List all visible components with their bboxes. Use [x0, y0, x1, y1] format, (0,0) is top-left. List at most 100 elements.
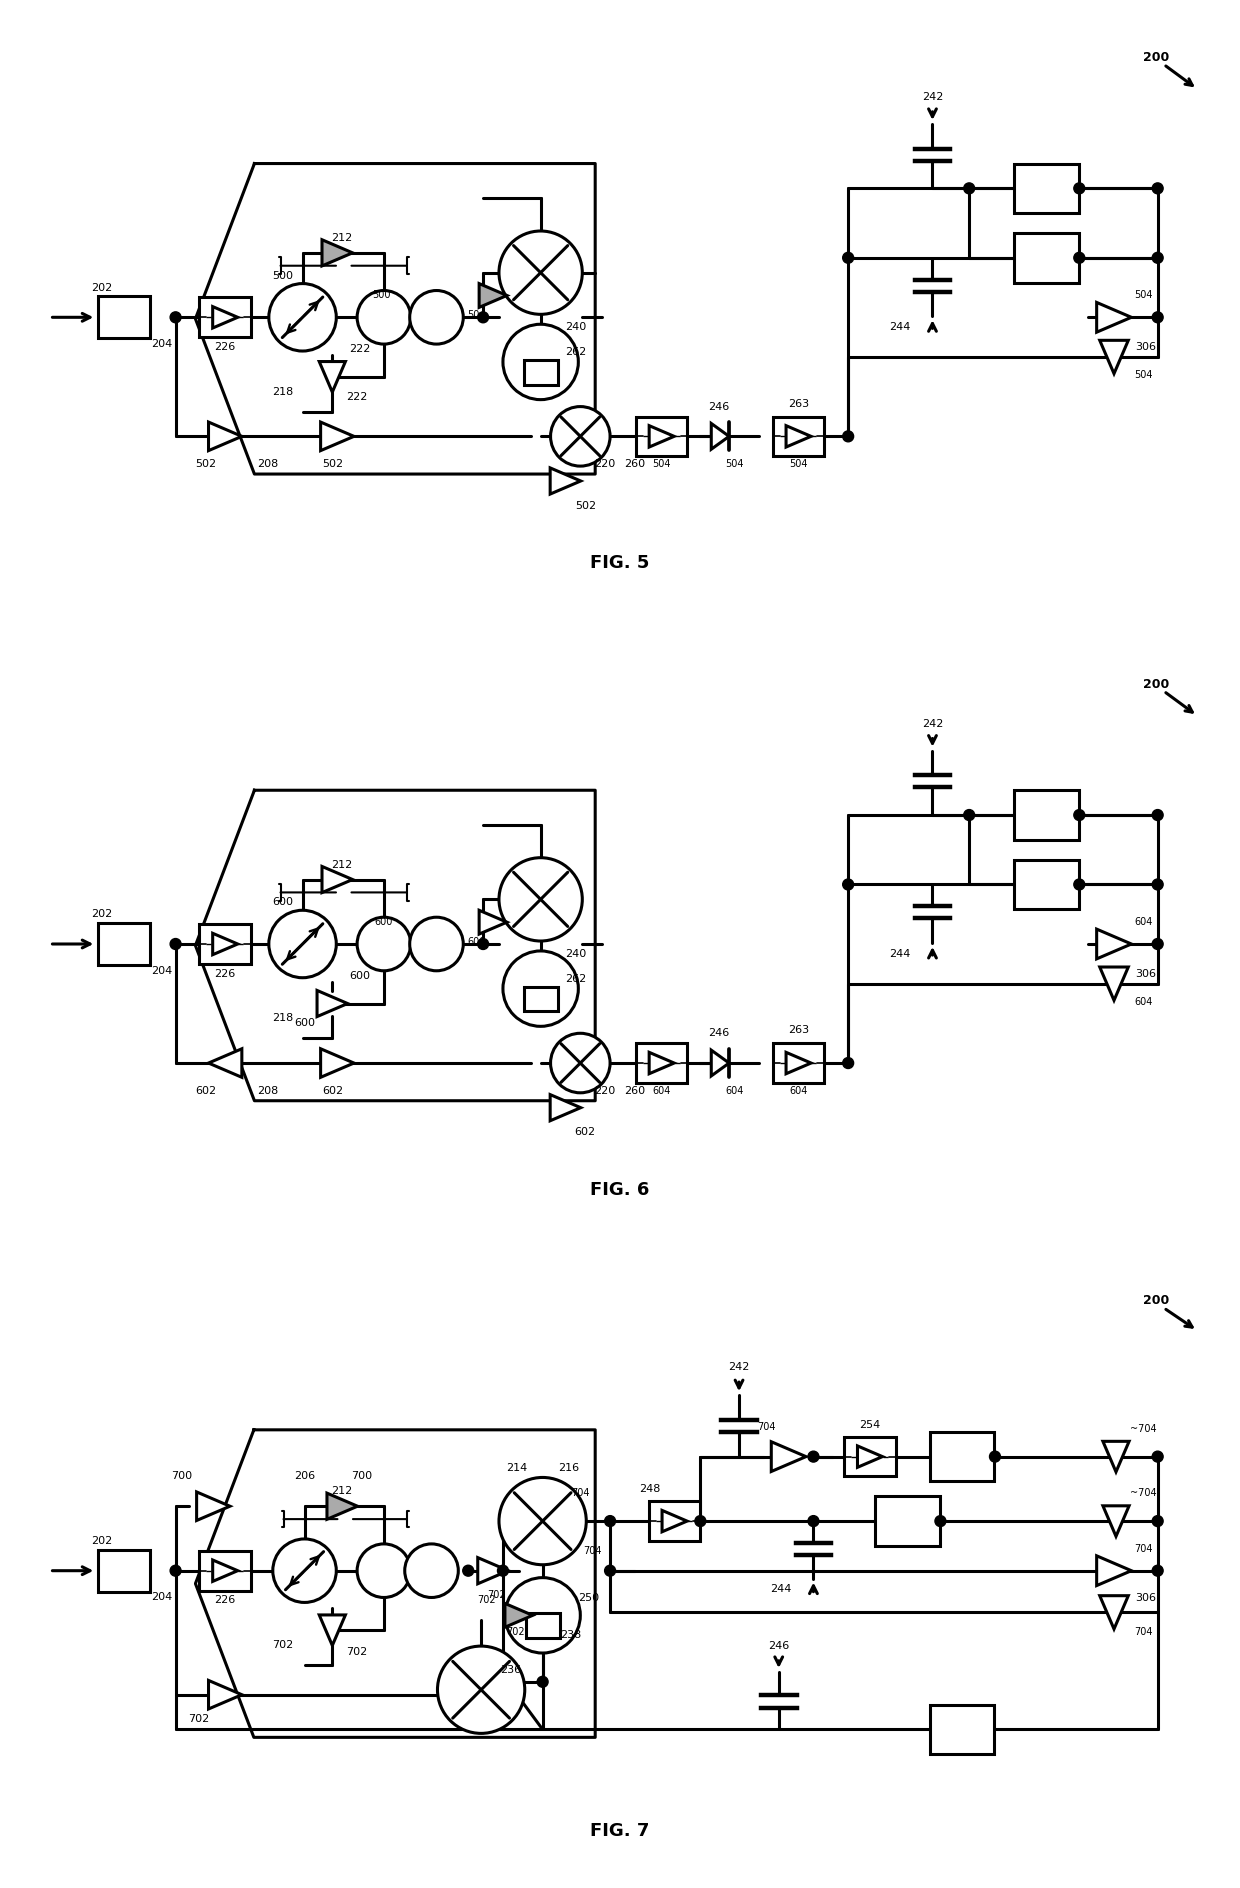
- Bar: [200, 298, 250, 338]
- Circle shape: [477, 938, 489, 950]
- Text: 254: 254: [859, 1420, 880, 1429]
- Circle shape: [1074, 253, 1085, 262]
- Text: 244: 244: [770, 1584, 791, 1593]
- Polygon shape: [786, 425, 811, 447]
- Polygon shape: [712, 1050, 729, 1076]
- Text: 212: 212: [331, 232, 353, 244]
- Text: 604: 604: [652, 1086, 671, 1095]
- Text: 704: 704: [583, 1546, 601, 1556]
- Text: 704: 704: [572, 1488, 589, 1499]
- Text: 602: 602: [321, 1086, 343, 1095]
- Circle shape: [843, 1057, 853, 1069]
- Text: 306: 306: [1136, 969, 1156, 978]
- Bar: [930, 1431, 994, 1482]
- Bar: [526, 1614, 559, 1639]
- Text: 200: 200: [1142, 51, 1169, 64]
- Text: 242: 242: [921, 719, 944, 729]
- Text: 222: 222: [346, 391, 368, 402]
- Circle shape: [1152, 312, 1163, 323]
- Circle shape: [170, 1565, 181, 1576]
- Circle shape: [843, 253, 853, 262]
- Text: 244: 244: [889, 323, 910, 332]
- Text: 702: 702: [187, 1714, 210, 1724]
- Text: 604: 604: [725, 1086, 743, 1095]
- Polygon shape: [1100, 1595, 1128, 1629]
- Text: 600: 600: [350, 970, 371, 980]
- Circle shape: [409, 291, 464, 344]
- Text: 504: 504: [1135, 370, 1153, 379]
- Text: 600: 600: [374, 918, 393, 927]
- Text: 602: 602: [195, 1086, 216, 1095]
- Text: 202: 202: [92, 1537, 113, 1546]
- Text: 204: 204: [151, 967, 172, 976]
- Text: 702: 702: [506, 1627, 526, 1637]
- Circle shape: [273, 1539, 336, 1603]
- Text: 502: 502: [195, 459, 216, 468]
- Text: 226: 226: [215, 342, 236, 351]
- Polygon shape: [213, 306, 238, 329]
- Polygon shape: [650, 1052, 675, 1074]
- Bar: [649, 1501, 701, 1541]
- Bar: [98, 296, 150, 338]
- Polygon shape: [208, 1048, 242, 1078]
- Circle shape: [463, 1565, 474, 1576]
- Circle shape: [1074, 810, 1085, 821]
- Circle shape: [357, 291, 410, 344]
- Text: 700: 700: [171, 1471, 192, 1482]
- Circle shape: [843, 880, 853, 889]
- Text: 238: 238: [559, 1629, 582, 1641]
- Bar: [200, 1550, 250, 1590]
- Text: 704: 704: [1135, 1627, 1153, 1637]
- Text: 702: 702: [476, 1595, 496, 1605]
- Bar: [523, 361, 558, 385]
- Text: 306: 306: [1136, 342, 1156, 351]
- Circle shape: [503, 952, 578, 1027]
- Text: 202: 202: [92, 283, 113, 293]
- Circle shape: [409, 918, 464, 970]
- Text: 246: 246: [708, 402, 730, 412]
- Text: ~704: ~704: [1131, 1488, 1157, 1499]
- Circle shape: [269, 910, 336, 978]
- Text: 504: 504: [1135, 291, 1153, 300]
- Polygon shape: [327, 1493, 357, 1520]
- Circle shape: [808, 1452, 818, 1461]
- Circle shape: [170, 938, 181, 950]
- Polygon shape: [208, 423, 242, 451]
- Bar: [98, 1550, 150, 1592]
- Polygon shape: [551, 468, 580, 495]
- Text: 702: 702: [272, 1641, 294, 1650]
- Text: 236: 236: [500, 1665, 522, 1675]
- Polygon shape: [479, 910, 507, 935]
- Bar: [98, 923, 150, 965]
- Circle shape: [808, 1516, 818, 1527]
- Circle shape: [1152, 183, 1163, 194]
- Circle shape: [694, 1516, 706, 1527]
- Text: 218: 218: [272, 387, 294, 396]
- Text: 248: 248: [639, 1484, 661, 1493]
- Circle shape: [1152, 1516, 1163, 1527]
- Circle shape: [1152, 938, 1163, 950]
- Circle shape: [497, 1565, 508, 1576]
- Text: 200: 200: [1142, 1295, 1169, 1306]
- Text: 226: 226: [215, 969, 236, 978]
- Text: 500: 500: [273, 270, 293, 281]
- Text: 600: 600: [467, 936, 485, 948]
- Bar: [1014, 164, 1079, 213]
- Text: 262: 262: [564, 347, 587, 357]
- Text: 204: 204: [151, 1592, 172, 1603]
- Text: 504: 504: [652, 459, 671, 468]
- Text: 250: 250: [578, 1593, 599, 1603]
- Polygon shape: [321, 423, 353, 451]
- Text: 212: 212: [331, 859, 353, 870]
- Text: 306: 306: [1136, 1593, 1156, 1603]
- Text: 704: 704: [1135, 1544, 1153, 1554]
- Text: 263: 263: [787, 1025, 810, 1035]
- Text: 202: 202: [92, 910, 113, 919]
- Text: 700: 700: [351, 1471, 373, 1482]
- Text: 263: 263: [787, 398, 810, 408]
- Bar: [636, 1044, 687, 1084]
- Circle shape: [498, 1478, 587, 1565]
- Polygon shape: [1102, 1507, 1130, 1537]
- Text: 704: 704: [758, 1422, 776, 1431]
- Text: 246: 246: [768, 1641, 790, 1652]
